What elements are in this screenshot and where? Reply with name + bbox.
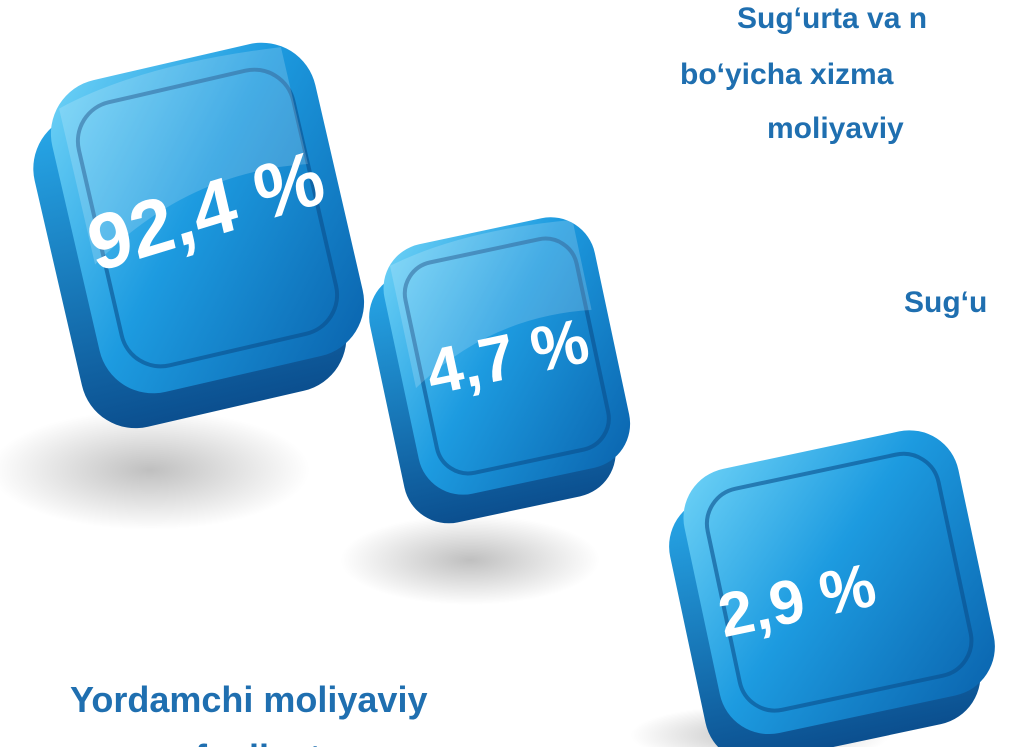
tile-rim xyxy=(75,67,340,369)
caption: Sug‘urta va n xyxy=(737,2,927,35)
caption: moliyaviy xyxy=(767,112,904,145)
caption: Yordamchi moliyaviy xyxy=(70,679,427,720)
tile-gloss xyxy=(59,47,308,265)
caption: Sug‘u xyxy=(904,286,987,319)
tile: 92,4 % xyxy=(33,42,365,429)
tile: 2,9 % xyxy=(669,430,995,747)
shadow xyxy=(340,515,600,605)
tile-face xyxy=(50,42,365,394)
shadow xyxy=(0,410,310,530)
tile: 4,7 % xyxy=(369,217,631,524)
caption: faoliyat xyxy=(195,737,321,747)
tile-face xyxy=(383,217,631,495)
tile-rim xyxy=(704,451,974,713)
tile-face xyxy=(683,430,995,735)
caption: bo‘yicha xizma xyxy=(680,58,894,91)
tile-gloss xyxy=(390,219,592,389)
tile-rim xyxy=(402,236,611,476)
